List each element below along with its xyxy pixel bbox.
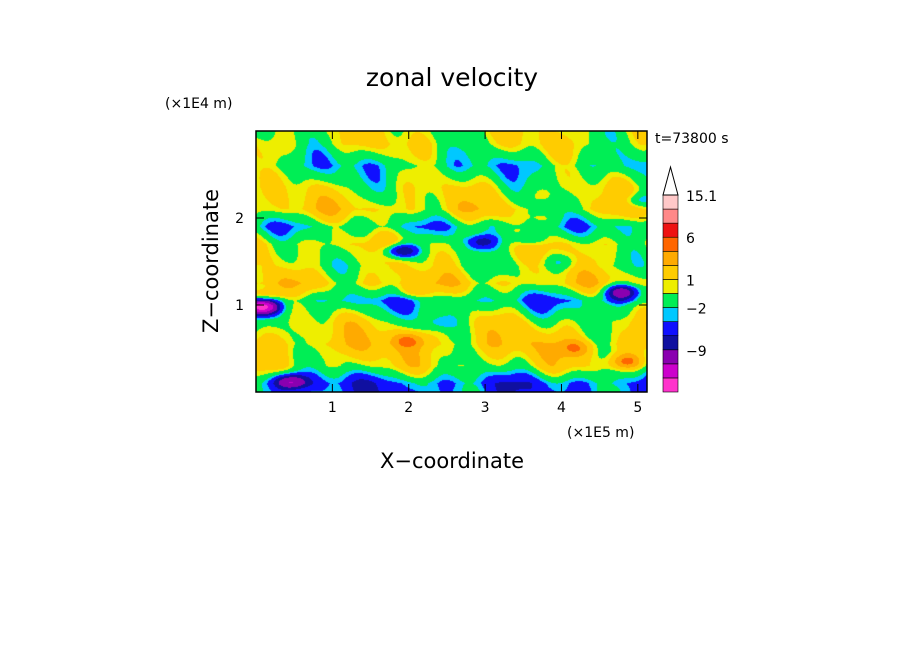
x-tick-label: 5 — [633, 400, 642, 416]
colorbar-extend-arrow — [662, 165, 679, 196]
colorbar-swatch — [662, 335, 679, 351]
x-tick-label: 2 — [404, 400, 413, 416]
plot-frame — [255, 130, 648, 393]
colorbar: 15.1 6 1 −2 −9 — [662, 165, 717, 393]
colorbar-label: 6 — [686, 231, 695, 247]
colorbar-label: −9 — [686, 344, 707, 360]
colorbar-swatch — [662, 293, 679, 308]
colorbar-swatch — [662, 236, 679, 252]
y-tick-label: 2 — [235, 211, 244, 227]
colorbar-swatch — [662, 279, 679, 294]
colorbar-swatch — [662, 222, 679, 238]
colorbar-swatch — [662, 349, 679, 365]
colorbar-swatch — [662, 194, 679, 210]
colorbar-swatch — [662, 265, 679, 280]
colorbar-label: 15.1 — [686, 189, 717, 205]
time-annotation: t=73800 s — [655, 131, 729, 147]
x-tick-label: 1 — [328, 400, 337, 416]
velocity-field — [256, 131, 647, 392]
y-axis-label: Z−coordinate — [199, 189, 223, 333]
chart-title: zonal velocity — [366, 63, 538, 92]
colorbar-swatch — [662, 307, 679, 322]
x-axis-label: X−coordinate — [380, 449, 524, 473]
colorbar-label: −2 — [686, 302, 707, 318]
x-tick-label: 3 — [481, 400, 490, 416]
colorbar-swatch — [662, 250, 679, 266]
x-tick-label: 4 — [557, 400, 566, 416]
colorbar-label: 1 — [686, 273, 695, 289]
y-tick-label: 1 — [235, 298, 244, 314]
colorbar-swatch — [662, 208, 679, 224]
x-axis: 1 2 3 4 5 — [328, 131, 642, 416]
y-axis: 12 — [235, 211, 647, 314]
x-axis-unit: (×1E5 m) — [567, 425, 634, 441]
y-axis-unit: (×1E4 m) — [165, 96, 232, 112]
colorbar-swatch — [662, 363, 679, 379]
colorbar-swatch — [662, 377, 679, 393]
colorbar-swatch — [662, 321, 679, 337]
